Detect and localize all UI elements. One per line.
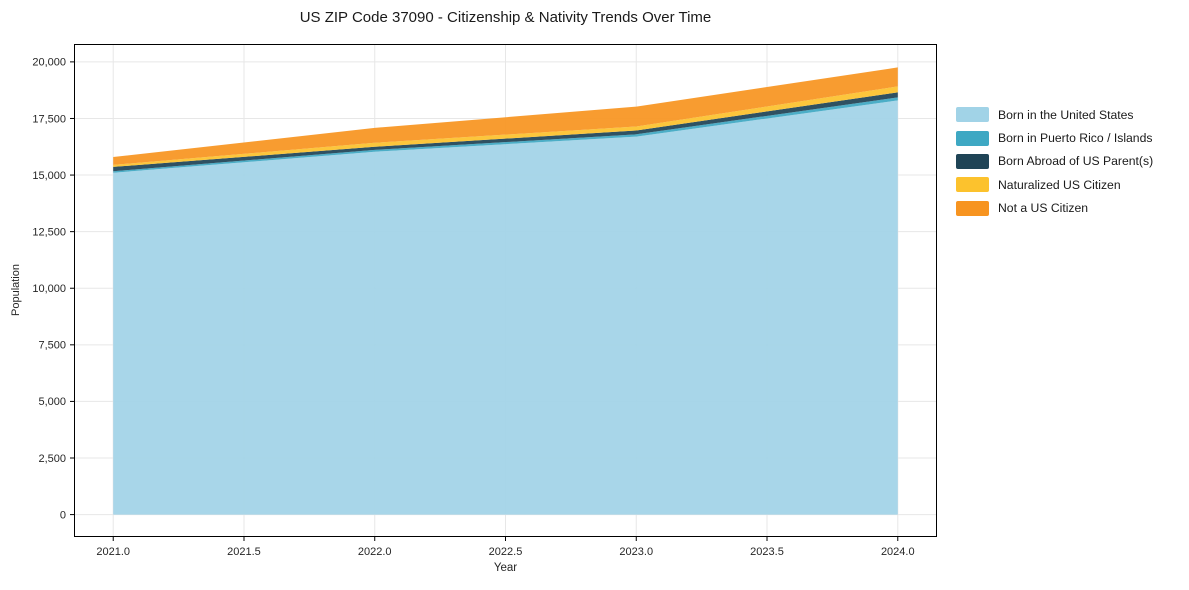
legend-swatch [956, 130, 989, 146]
legend-swatch [956, 177, 989, 193]
area-series [113, 86, 898, 167]
legend-item: Born Abroad of US Parent(s) [956, 150, 1153, 173]
legend-label: Born Abroad of US Parent(s) [998, 154, 1154, 169]
y-tick-label: 12,500 [32, 226, 66, 238]
y-tick-label: 2,500 [38, 453, 66, 465]
legend-item: Born in Puerto Rico / Islands [956, 126, 1153, 149]
x-tick-label: 2022.0 [358, 546, 392, 558]
legend-label: Not a US Citizen [998, 201, 1089, 216]
legend-item: Not a US Citizen [956, 197, 1153, 220]
legend-item: Born in the United States [956, 103, 1153, 126]
y-axis-label: Population [10, 264, 22, 316]
chart-title: US ZIP Code 37090 - Citizenship & Nativi… [299, 9, 712, 26]
x-tick-label: 2021.5 [227, 546, 261, 558]
x-tick-label: 2023.0 [619, 546, 653, 558]
area-series [113, 67, 898, 165]
x-tick-label: 2023.5 [750, 546, 784, 558]
legend: Born in the United States Born in Puerto … [956, 103, 1153, 220]
legend-item: Naturalized US Citizen [956, 173, 1153, 196]
y-tick-label: 17,500 [32, 113, 66, 125]
x-axis-label: Year [493, 562, 518, 574]
y-tick-label: 10,000 [32, 283, 66, 295]
legend-swatch [956, 153, 989, 169]
area-series [113, 97, 898, 173]
y-tick-label: 7,500 [38, 340, 66, 352]
area-series [113, 92, 898, 172]
legend-label: Naturalized US Citizen [998, 177, 1121, 192]
x-tick-label: 2021.0 [96, 546, 130, 558]
y-tick-label: 5,000 [38, 396, 66, 408]
legend-label: Born in the United States [998, 107, 1134, 122]
legend-swatch [956, 200, 989, 216]
x-tick-label: 2024.0 [881, 546, 915, 558]
x-tick-label: 2022.5 [489, 546, 523, 558]
legend-swatch [956, 107, 989, 123]
area-series [113, 100, 898, 515]
legend-label: Born in Puerto Rico / Islands [998, 131, 1153, 146]
y-tick-label: 0 [60, 509, 66, 521]
plot-frame [74, 44, 937, 537]
y-tick-label: 15,000 [32, 170, 66, 182]
y-tick-label: 20,000 [32, 57, 66, 69]
